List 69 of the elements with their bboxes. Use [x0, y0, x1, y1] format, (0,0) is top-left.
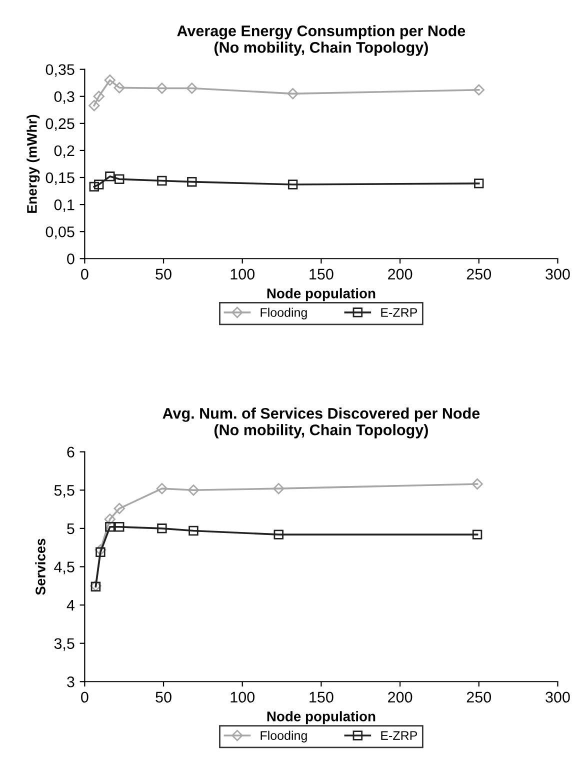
x-tick-label: 100 — [230, 692, 255, 703]
point — [473, 84, 484, 96]
y-tick-label: 5 — [67, 523, 74, 534]
y-tick-label: 0,2 — [54, 145, 74, 158]
point — [187, 176, 197, 187]
chart-title: Avg. Num. of Services Discovered per Node (No mobility, Chain Topology) — [162, 408, 480, 438]
point — [114, 502, 125, 514]
point — [89, 182, 100, 192]
y-tick-label: 0,05 — [46, 226, 74, 240]
x-tick-label: 300 — [546, 268, 570, 280]
legend-label: Flooding — [260, 308, 307, 320]
legend-label: E-ZRP — [381, 308, 418, 317]
legend-label: E-ZRP — [381, 731, 418, 740]
x-tick-label: 250 — [466, 692, 492, 703]
point — [96, 547, 106, 558]
point — [474, 178, 484, 188]
legend-label: Flooding — [260, 730, 307, 742]
x-tick-label: 200 — [388, 268, 412, 280]
point — [157, 524, 167, 534]
x-tick-label: 250 — [466, 268, 492, 280]
point — [186, 82, 198, 94]
point — [156, 482, 168, 494]
point — [287, 88, 298, 100]
point — [88, 100, 100, 112]
x-tick-label: 50 — [156, 268, 172, 280]
point — [94, 544, 106, 556]
y-tick-label: 4,5 — [54, 562, 74, 574]
point — [104, 74, 116, 86]
point — [274, 530, 284, 540]
point — [188, 526, 198, 536]
chart-title: Average Energy Consumption per Node (No mobility, Chain Topology) — [177, 25, 466, 56]
point — [104, 514, 116, 525]
y-axis-title: Energy (mWhr) — [26, 114, 40, 213]
point — [93, 90, 104, 102]
y-tick-label: 0,3 — [54, 91, 74, 104]
x-tick-label: 300 — [546, 692, 570, 703]
x-tick-label: 200 — [388, 692, 412, 703]
point — [105, 172, 115, 182]
point — [114, 174, 124, 184]
y-tick-label: 3 — [67, 676, 74, 688]
point — [188, 484, 200, 496]
point — [157, 176, 167, 186]
point — [94, 180, 104, 190]
x-tick-label: 150 — [310, 268, 334, 280]
y-tick-label: 0,25 — [46, 118, 74, 131]
point — [156, 82, 168, 94]
point — [114, 82, 125, 94]
point — [105, 522, 115, 532]
x-axis-title: Node population — [267, 711, 376, 724]
x-tick-label: 150 — [310, 692, 334, 703]
y-tick-label: 4 — [66, 600, 75, 611]
point — [288, 180, 298, 190]
point — [472, 530, 482, 540]
point — [472, 478, 483, 490]
y-tick-label: 5,5 — [54, 485, 74, 498]
point — [114, 522, 124, 532]
y-tick-label: 6 — [67, 446, 74, 458]
x-axis-title: Node population — [267, 288, 376, 302]
y-tick-label: 3,5 — [54, 638, 74, 651]
x-tick-label: 100 — [230, 268, 255, 280]
x-tick-label: 50 — [156, 692, 172, 703]
y-tick-label: 0,35 — [46, 64, 74, 77]
y-tick-label: 0,15 — [46, 172, 74, 185]
x-tick-label: 0 — [81, 268, 88, 280]
y-axis-title: Services — [35, 538, 46, 595]
y-tick-label: 0 — [67, 253, 74, 264]
x-tick-label: 0 — [81, 692, 88, 703]
y-tick-label: 0,1 — [54, 199, 74, 212]
point — [273, 482, 284, 494]
